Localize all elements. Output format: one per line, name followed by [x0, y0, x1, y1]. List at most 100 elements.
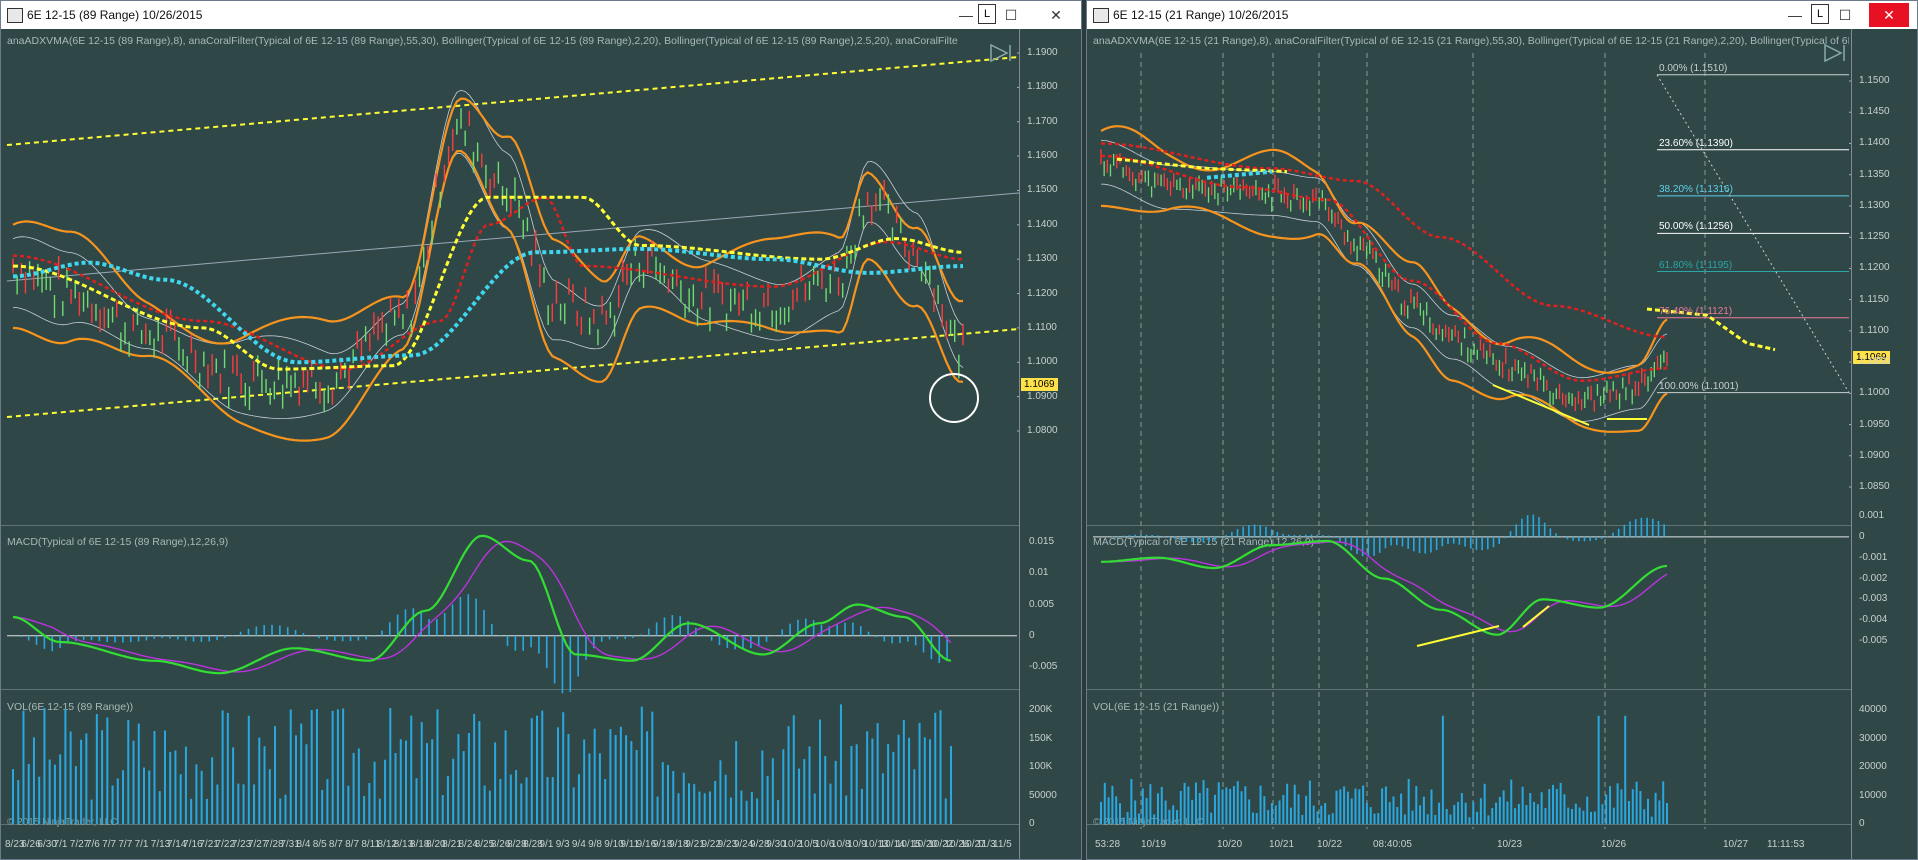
bollinger-inner-lower [1100, 183, 1668, 422]
volume-tick-label: 10000 [1859, 789, 1887, 801]
upper-channel-line [6, 56, 1019, 146]
time-axis-label: 10/13 [863, 839, 889, 850]
time-axis-label: 8/24 [458, 839, 478, 850]
macd-tick-label: 0 [1029, 629, 1035, 641]
time-axis-label: 9/4 [571, 839, 586, 850]
time-axis-label: 8/23 [5, 839, 25, 850]
time-axis-label: 8/7 [345, 839, 360, 850]
copyright-text: © 2015 NinjaTrader, LLC [1093, 817, 1204, 828]
chart-window-89-range: 6E 12-15 (89 Range) 10/26/2015 L — ☐ ✕ a… [0, 0, 1082, 860]
time-axis-label: 7/16 [183, 839, 203, 850]
time-axis-label: 9/28 [750, 839, 770, 850]
time-axis-label: 8/28 [507, 839, 527, 850]
macd-tick-label: -0.002 [1859, 572, 1888, 584]
time-axis-label: 7/27 [69, 839, 90, 850]
price-axis[interactable] [1851, 29, 1917, 859]
fib-level-label: 0.00% (1.1510) [1659, 62, 1728, 74]
time-axis-label: 8/21 [442, 839, 462, 850]
minimize-icon[interactable]: — [959, 7, 973, 23]
price-tick-label: 1.0900 [1027, 390, 1058, 402]
price-tick-label: 1.1200 [1027, 287, 1058, 299]
time-axis-label: 8/7 [328, 839, 343, 850]
time-axis-label: 9/18 [669, 839, 689, 850]
close-icon[interactable]: ✕ [1050, 7, 1062, 23]
price-tick-label: 1.1900 [1027, 47, 1058, 58]
time-axis-label: 9/1 [539, 839, 554, 850]
time-axis-label: 10/19 [1141, 839, 1167, 850]
fib-level-label: 100.00% (1.1001) [1659, 380, 1739, 392]
time-axis-label: 7/14 [166, 839, 187, 850]
volume-tick-label: 200K [1029, 704, 1053, 715]
maximize-icon[interactable]: ☐ [1004, 7, 1018, 23]
window-titlebar[interactable]: 6E 12-15 (89 Range) 10/26/2015 L — ☐ ✕ [1, 1, 1081, 30]
price-axis[interactable] [1019, 29, 1081, 859]
price-tick-label: 1.1100 [1027, 321, 1057, 333]
time-axis-label: 10/20 [1217, 839, 1243, 850]
play-icon[interactable] [989, 43, 1013, 63]
time-axis-label: 8/18 [409, 839, 430, 850]
price-tick-label: 1.0850 [1859, 481, 1890, 492]
time-axis-label: 7/6 [85, 839, 100, 850]
link-l-button[interactable]: L [1811, 4, 1829, 24]
volume-title: VOL(6E 12-15 (21 Range)) [1093, 701, 1220, 713]
price-panel[interactable] [1, 29, 1019, 526]
price-tick-label: 1.1000 [1859, 387, 1890, 399]
highlight-circle [929, 373, 979, 423]
macd-tick-label: -0.005 [1859, 635, 1888, 646]
window-title: 6E 12-15 (21 Range) 10/26/2015 [1113, 8, 1289, 22]
lower-channel-line [6, 328, 1019, 418]
time-axis-label: 8/12 [377, 839, 397, 850]
fib-level-label: 61.80% (1.1195) [1659, 259, 1733, 271]
minimize-icon[interactable]: — [1788, 7, 1802, 23]
volume-tick-label: 0 [1859, 818, 1865, 829]
time-axis-label: 10/9 [847, 839, 867, 850]
price-chart-plot [6, 52, 1019, 824]
fib-level-label: 50.00% (1.1256) [1659, 221, 1733, 233]
price-panel[interactable] [1087, 29, 1851, 526]
time-axis-label: 10/22 [1317, 839, 1343, 850]
price-tick-label: 1.1200 [1859, 262, 1890, 274]
bollinger-inner-upper [12, 89, 964, 355]
volume-tick-label: 0 [1029, 818, 1035, 829]
price-tick-label: 1.1700 [1027, 115, 1058, 127]
window-titlebar[interactable]: 6E 12-15 (21 Range) 10/26/2015 L — ☐ ✕ [1087, 1, 1917, 30]
time-axis-label: 10/15 [895, 839, 921, 850]
time-axis-label: 10/5 [798, 839, 819, 850]
divergence-line-macd [1522, 605, 1550, 628]
price-tick-label: 1.1300 [1027, 253, 1058, 265]
time-axis-label: 8/11 [361, 839, 381, 850]
time-axis-label: 53:28 [1095, 839, 1121, 850]
time-axis-label: 8/5 [312, 839, 327, 850]
link-l-button[interactable]: L [978, 4, 996, 24]
macd-panel[interactable] [1087, 526, 1851, 690]
price-tick-label: 1.1350 [1859, 168, 1890, 180]
coral-filter-cyan [1206, 169, 1273, 180]
time-axis-label: 11/3 [976, 839, 996, 850]
last-price-tag: 1.1069 [1021, 378, 1058, 391]
macd-line [1101, 539, 1668, 636]
close-icon[interactable]: ✕ [1869, 3, 1909, 27]
time-axis-label: 8/26 [490, 839, 511, 850]
price-tick-label: 1.1000 [1027, 356, 1058, 368]
macd-title: MACD(Typical of 6E 12-15 (89 Range),12,2… [7, 536, 229, 548]
time-axis-label: 9/3 [555, 839, 570, 850]
time-axis-label: 7/23 [231, 839, 252, 850]
bollinger-inner-upper [1100, 139, 1668, 379]
time-axis-label: 10/27 [960, 839, 986, 850]
play-icon[interactable] [1823, 43, 1847, 63]
window-title: 6E 12-15 (89 Range) 10/26/2015 [27, 8, 203, 22]
time-axis-label: 10/6 [814, 839, 835, 850]
time-axis-label: 8/13 [393, 839, 414, 850]
time-axis-label: 7/7 [102, 839, 117, 850]
coral-filter-yellow [1116, 157, 1288, 174]
time-axis-label: 10/14 [879, 839, 905, 850]
time-axis-label: 7/22 [215, 839, 236, 850]
bollinger-inner-lower [12, 152, 964, 420]
price-tick-label: 1.0900 [1859, 449, 1890, 461]
time-axis-label: 9/23 [717, 839, 738, 850]
macd-tick-label: -0.005 [1029, 661, 1058, 672]
price-tick-label: 1.1150 [1859, 293, 1889, 305]
price-tick-label: 1.1050 [1859, 356, 1890, 368]
maximize-icon[interactable]: ☐ [1838, 7, 1852, 23]
fib-level-label: 23.60% (1.1390) [1659, 137, 1733, 149]
